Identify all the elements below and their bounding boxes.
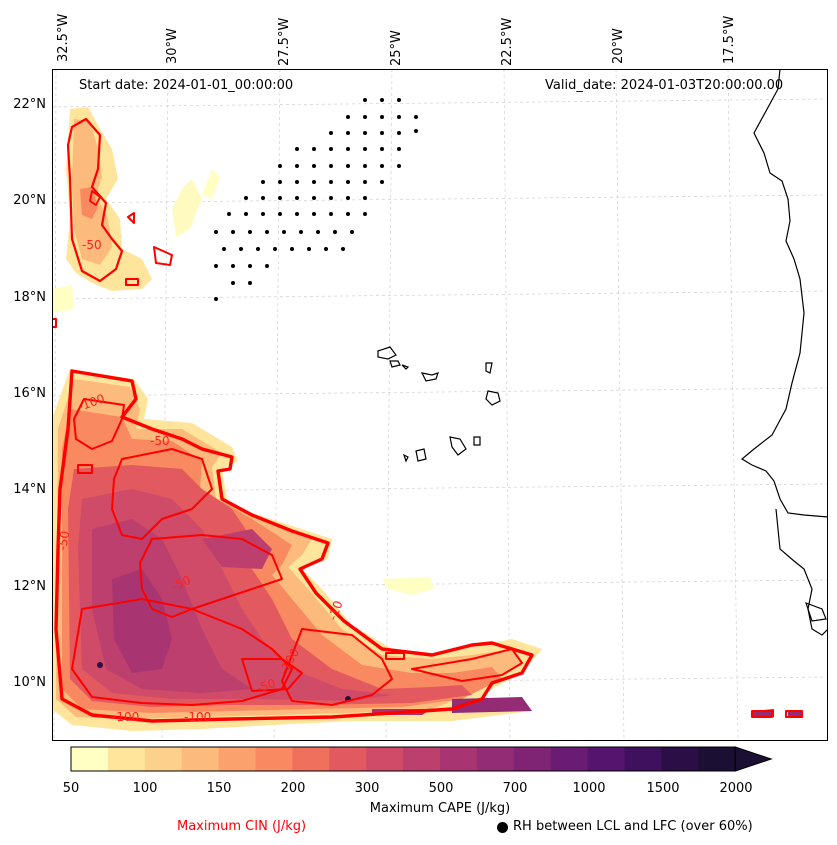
african-coastline [740, 69, 828, 636]
start-date-text: Start date: 2024-01-01_00:00:00 [79, 78, 294, 93]
colorbar-tick-label: 500 [428, 781, 454, 796]
colorbar-tick-label: 100 [132, 781, 158, 796]
colorbar-tick-label: 300 [354, 781, 380, 796]
colorbar-segment [255, 747, 293, 771]
rh-dot-icon [497, 822, 508, 833]
colorbar-segment [476, 747, 515, 771]
lat-label: 20°N [13, 193, 46, 208]
cape-fill-south [52, 369, 542, 731]
colorbar-segment [440, 747, 478, 771]
colorbar-extend-arrow [734, 746, 773, 772]
lat-label: 18°N [13, 290, 46, 305]
lon-label: 27.5°W [277, 17, 292, 66]
cape-fill-patch [788, 711, 802, 717]
lat-label: 10°N [13, 675, 46, 690]
colorbar-segment [71, 747, 109, 771]
colorbar-segment [587, 747, 625, 771]
contour-label: -100 [112, 710, 139, 724]
contour-labels: -50 -100 -50 -50 -100 -100 -100 -10 -50 … [55, 238, 345, 724]
contour-label: -50 [82, 238, 102, 252]
lon-label: 17.5°W [722, 15, 737, 64]
lat-label: 12°N [13, 579, 46, 594]
colorbar-segment [513, 747, 552, 771]
cape-fill-patch [382, 577, 434, 595]
lon-label: 25°W [389, 30, 404, 66]
lon-label: 20°W [611, 28, 626, 64]
contour-label: -50 [254, 676, 277, 696]
colorbar-segment [661, 747, 699, 771]
map-frame [52, 69, 828, 741]
rh-legend-label: RH between LCL and LFC (over 60%) [513, 819, 753, 834]
colorbar-segment [107, 747, 146, 771]
colorbar-segment [624, 747, 662, 771]
colorbar-segment [181, 747, 220, 771]
valid-date-text: Valid_date: 2024-01-03T20:00:00.00 [545, 78, 784, 93]
lat-label: 14°N [13, 482, 46, 497]
colorbar-tick-label: 1500 [646, 781, 680, 796]
islands [377, 346, 501, 463]
lon-label: 32.5°W [56, 13, 71, 62]
contour-label: -100 [184, 710, 211, 724]
lon-label: 30°W [165, 28, 180, 64]
map-panel: -50 -100 -50 -50 -100 -100 -100 -10 -50 … [52, 69, 828, 741]
cin-legend-label: Maximum CIN (J/kg) [177, 819, 307, 834]
colorbar-segment [698, 747, 736, 771]
colorbar-tick-label: 200 [280, 781, 306, 796]
colorbar-frame [70, 746, 736, 772]
colorbar-segment [218, 747, 256, 771]
rh-dots [214, 98, 418, 301]
colorbar-title: Maximum CAPE (J/kg) [369, 801, 511, 816]
cin-contours [52, 117, 803, 723]
colorbar-segment [292, 747, 330, 771]
cape-colorbar [70, 746, 773, 772]
contour-label: -50 [150, 434, 170, 448]
contour-label: -50 [55, 530, 72, 552]
colorbar-segment [403, 747, 441, 771]
colorbar-segment [329, 747, 367, 771]
colorbar-tick-label: 2000 [719, 781, 753, 796]
colorbar-tick-label: 1000 [572, 781, 606, 796]
lat-label: 16°N [13, 386, 46, 401]
colorbar-tick-label: 150 [206, 781, 232, 796]
colorbar-segment [366, 747, 404, 771]
colorbar-segment [550, 747, 589, 771]
contour-label: -10 [326, 599, 346, 622]
lon-label: 22.5°W [500, 17, 515, 66]
colorbar-segment [144, 747, 183, 771]
lat-label: 22°N [13, 97, 46, 112]
coastal-island [805, 601, 827, 622]
colorbar-tick-label: 700 [502, 781, 528, 796]
colorbar-tick-label: 50 [62, 781, 80, 796]
